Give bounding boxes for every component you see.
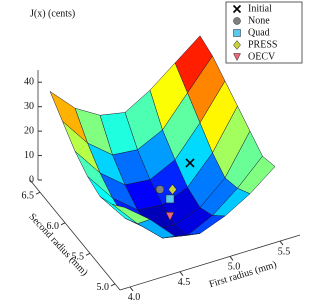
- x-tick: [129, 286, 134, 292]
- y-tick: [85, 252, 91, 256]
- surface-cell: [112, 204, 151, 224]
- x-tick-label: 5.5: [278, 246, 291, 257]
- x-axis-label: First radius (mm): [208, 259, 278, 290]
- z-tick-label: 40: [24, 77, 34, 88]
- z-tick-label: 20: [24, 125, 34, 136]
- legend-marker: [233, 40, 241, 50]
- chart: J(x) (cents) First radius (mm) Second ra…: [22, 1, 303, 303]
- y-tick: [35, 191, 41, 195]
- axis-line: [119, 234, 301, 291]
- x-tick-label: 5.0: [228, 262, 241, 273]
- y-tick-label: 5.5: [72, 252, 85, 263]
- legend-label: OECV: [248, 51, 276, 62]
- legend-label: None: [248, 15, 270, 26]
- axes: 0 10 20 30 40 4.0 4.5 5.0 5.5 5.0 5.5 6.0 6.5: [22, 70, 301, 303]
- z-tick-label: 0: [29, 174, 34, 185]
- data-point: [165, 194, 175, 204]
- legend-marker: [233, 29, 241, 37]
- y-tick: [110, 283, 116, 287]
- y-tick-label: 6.5: [22, 191, 35, 202]
- legend-label: PRESS: [248, 39, 277, 50]
- data-point: [155, 185, 165, 194]
- z-axis-label: J(x) (cents): [30, 8, 75, 19]
- legend-marker: [232, 4, 242, 14]
- data-point: [165, 212, 175, 221]
- axis-line: [29, 179, 121, 291]
- legend-marker: [233, 53, 241, 62]
- x-tick-label: 4.5: [178, 277, 191, 288]
- data-point: [168, 184, 177, 195]
- legend-marker: [233, 17, 241, 25]
- legend-label: Quad: [248, 27, 270, 38]
- x-tick: [279, 240, 284, 246]
- y-tick-label: 5.0: [97, 282, 110, 293]
- x-tick: [229, 256, 234, 261]
- legend-label: Initial: [248, 3, 272, 14]
- x-tick: [179, 271, 184, 276]
- surface: [49, 35, 276, 239]
- z-tick-label: 10: [24, 150, 34, 161]
- x-tick-label: 4.0: [128, 292, 141, 303]
- z-tick-label: 30: [24, 101, 34, 112]
- y-tick-label: 6.0: [47, 221, 60, 232]
- data-point: [185, 158, 195, 168]
- y-tick: [60, 222, 66, 226]
